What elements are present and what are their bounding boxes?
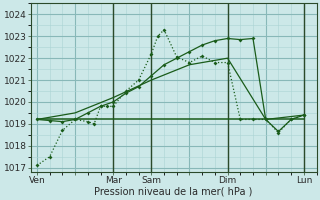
X-axis label: Pression niveau de la mer( hPa ): Pression niveau de la mer( hPa ): [94, 187, 253, 197]
